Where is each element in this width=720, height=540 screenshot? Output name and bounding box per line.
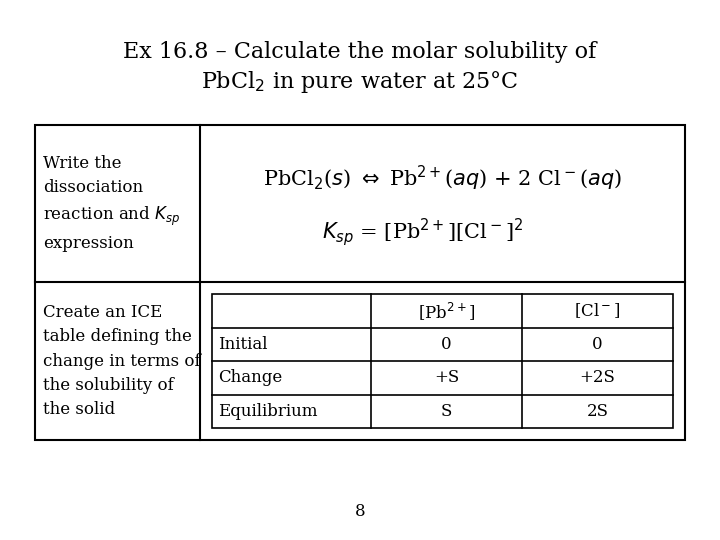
Text: [Cl$^-$]: [Cl$^-$] [574, 301, 621, 320]
Text: PbCl$_2$($s$) $\Leftrightarrow$ Pb$^{2+}$($aq$) + 2 Cl$^-$($aq$): PbCl$_2$($s$) $\Leftrightarrow$ Pb$^{2+}… [263, 164, 622, 193]
Text: PbCl$_2$ in pure water at 25°C: PbCl$_2$ in pure water at 25°C [201, 69, 519, 95]
Bar [35, 125, 685, 440]
Text: 0: 0 [592, 336, 603, 353]
Text: 2S: 2S [586, 403, 608, 420]
Text: Create an ICE
table defining the
change in terms of
the solubility of
the solid: Create an ICE table defining the change … [43, 304, 201, 418]
Text: Write the
dissociation
reaction and $K_{sp}$
expression: Write the dissociation reaction and $K_{… [43, 155, 181, 252]
Text: +S: +S [433, 369, 459, 386]
Text: 8: 8 [355, 503, 365, 521]
Text: Change: Change [218, 369, 282, 386]
Text: Initial: Initial [218, 336, 268, 353]
Text: 0: 0 [441, 336, 451, 353]
Text: S: S [441, 403, 452, 420]
Text: $K_{sp}$ = [Pb$^{2+}$][Cl$^-$]$^2$: $K_{sp}$ = [Pb$^{2+}$][Cl$^-$]$^2$ [322, 215, 523, 247]
Text: [Pb$^{2+}$]: [Pb$^{2+}$] [418, 300, 475, 322]
Text: Ex 16.8 – Calculate the molar solubility of: Ex 16.8 – Calculate the molar solubility… [123, 41, 597, 63]
Text: +2S: +2S [580, 369, 616, 386]
Text: Equilibrium: Equilibrium [218, 403, 318, 420]
Bar [212, 294, 673, 428]
